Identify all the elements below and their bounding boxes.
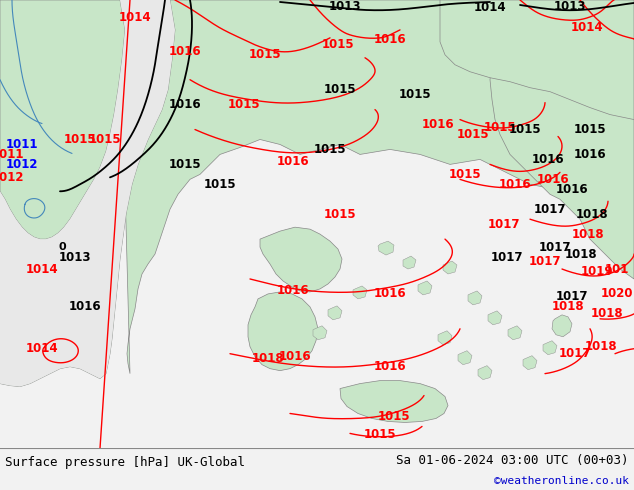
Polygon shape [120, 0, 634, 374]
Text: 1017: 1017 [491, 250, 523, 264]
Text: 1016: 1016 [574, 148, 606, 161]
Text: 1013: 1013 [59, 250, 91, 264]
Text: 1015: 1015 [321, 38, 354, 51]
Polygon shape [543, 341, 557, 355]
Text: 1016: 1016 [279, 350, 311, 363]
Text: 1018: 1018 [565, 247, 597, 261]
Text: 1018: 1018 [572, 228, 604, 241]
Text: 1016: 1016 [276, 155, 309, 168]
Polygon shape [478, 366, 492, 380]
Text: 1015: 1015 [456, 128, 489, 141]
Polygon shape [468, 291, 482, 305]
Polygon shape [340, 381, 448, 422]
Polygon shape [508, 326, 522, 340]
Polygon shape [378, 241, 394, 255]
Text: 1017: 1017 [539, 241, 571, 254]
Text: 1016: 1016 [373, 288, 406, 300]
Polygon shape [403, 256, 416, 269]
Text: 1011: 1011 [0, 148, 24, 161]
Text: 1015: 1015 [63, 133, 96, 146]
Text: 1016: 1016 [276, 284, 309, 297]
Text: 1017: 1017 [556, 291, 588, 303]
Text: 1013: 1013 [553, 0, 586, 13]
Text: 1016: 1016 [373, 360, 406, 373]
Text: 1016: 1016 [532, 153, 564, 166]
Polygon shape [458, 351, 472, 365]
Polygon shape [353, 286, 367, 299]
Text: 1015: 1015 [89, 133, 121, 146]
Text: Surface pressure [hPa] UK-Global: Surface pressure [hPa] UK-Global [5, 456, 245, 469]
Polygon shape [248, 292, 318, 370]
Text: 1012: 1012 [0, 171, 24, 184]
Text: 1015: 1015 [228, 98, 261, 111]
Text: 1018: 1018 [552, 300, 585, 314]
Text: 1018: 1018 [591, 307, 623, 320]
Text: 1011: 1011 [6, 138, 38, 151]
Polygon shape [438, 331, 452, 345]
Text: 1018: 1018 [585, 340, 618, 353]
Polygon shape [313, 326, 327, 340]
Text: 1016: 1016 [555, 183, 588, 196]
Text: 1015: 1015 [324, 208, 356, 220]
Polygon shape [0, 0, 175, 387]
Text: 1015: 1015 [204, 178, 236, 191]
Text: 1017: 1017 [488, 218, 521, 231]
Text: 1017: 1017 [529, 254, 561, 268]
Polygon shape [523, 356, 537, 369]
Text: 1012: 1012 [6, 158, 38, 171]
Text: 1015: 1015 [314, 143, 346, 156]
Text: 1016: 1016 [68, 300, 101, 314]
Text: 1014: 1014 [474, 1, 507, 15]
Text: 1014: 1014 [26, 263, 58, 275]
Text: ©weatheronline.co.uk: ©weatheronline.co.uk [494, 476, 629, 486]
Polygon shape [0, 0, 125, 239]
Text: Sa 01-06-2024 03:00 UTC (00+03): Sa 01-06-2024 03:00 UTC (00+03) [396, 454, 629, 467]
Text: 1019: 1019 [581, 265, 613, 277]
Text: 1016: 1016 [422, 118, 455, 131]
Text: 1020: 1020 [601, 288, 633, 300]
Text: 1014: 1014 [571, 22, 604, 34]
Text: 1016: 1016 [169, 98, 202, 111]
Polygon shape [488, 311, 502, 325]
Text: 1015: 1015 [249, 49, 281, 61]
Text: 1015: 1015 [484, 121, 516, 134]
Polygon shape [260, 227, 342, 292]
Text: 101: 101 [605, 263, 629, 275]
Text: 1015: 1015 [508, 123, 541, 136]
Text: 1016: 1016 [537, 173, 569, 186]
Text: 1016: 1016 [169, 45, 202, 58]
Text: 1017: 1017 [534, 203, 566, 216]
Text: 0: 0 [58, 242, 66, 252]
Polygon shape [328, 306, 342, 320]
Text: 1015: 1015 [399, 88, 431, 101]
Polygon shape [440, 0, 634, 120]
Polygon shape [490, 0, 634, 279]
Text: 1016: 1016 [373, 33, 406, 47]
Text: 1015: 1015 [169, 158, 202, 171]
Polygon shape [418, 281, 432, 295]
Text: 1018: 1018 [252, 352, 284, 365]
Text: 1013: 1013 [329, 0, 361, 13]
Text: 1015: 1015 [378, 410, 410, 423]
Text: 1015: 1015 [324, 83, 356, 96]
Polygon shape [552, 315, 572, 337]
Text: 1015: 1015 [449, 168, 481, 181]
Text: 1014: 1014 [26, 342, 58, 355]
Text: 1015: 1015 [574, 123, 606, 136]
Polygon shape [0, 0, 175, 387]
Text: 1014: 1014 [119, 11, 152, 24]
Text: 1015: 1015 [364, 428, 396, 441]
Polygon shape [443, 261, 457, 274]
Text: 1017: 1017 [559, 347, 592, 360]
Text: 1016: 1016 [499, 178, 531, 191]
Text: 1018: 1018 [576, 208, 608, 220]
